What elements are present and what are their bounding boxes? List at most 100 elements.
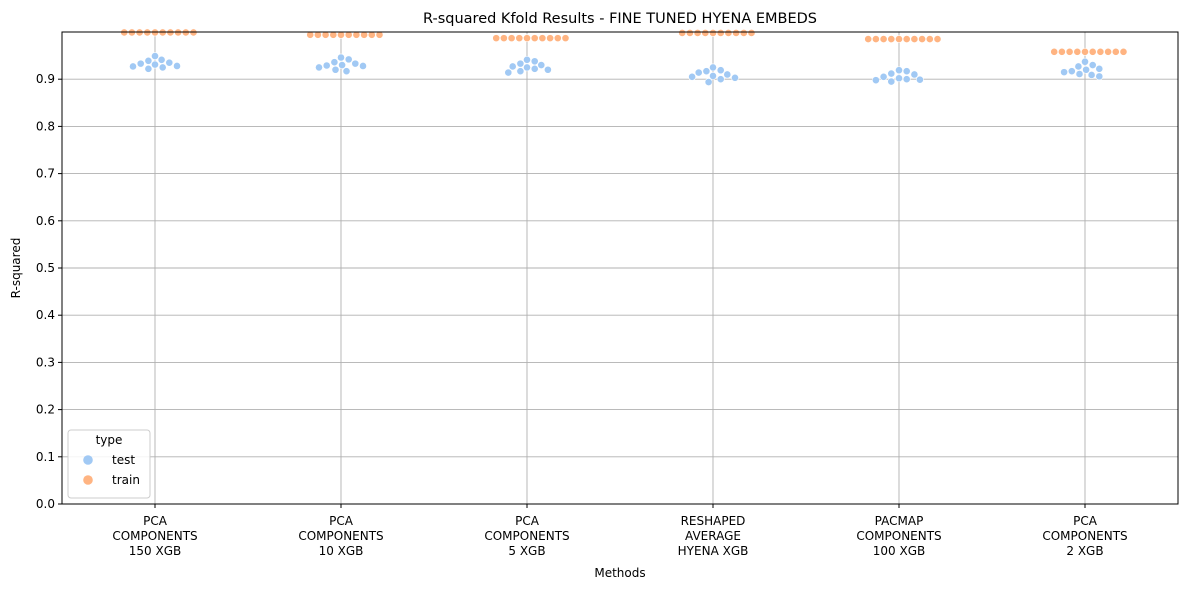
data-point-test xyxy=(330,58,339,67)
legend-entries: test train xyxy=(83,453,140,487)
data-point-train xyxy=(933,35,942,43)
x-tick-label: RESHAPED AVERAGE HYENA XGB xyxy=(678,514,749,558)
data-point-train xyxy=(887,35,896,43)
data-point-train xyxy=(1073,47,1082,56)
data-point-train xyxy=(515,34,524,43)
x-tick-label-line: COMPONENTS xyxy=(112,529,197,543)
x-tick-label-line: COMPONENTS xyxy=(484,529,569,543)
data-point-test xyxy=(165,58,174,67)
x-tick-label: PCA COMPONENTS 2 XGB xyxy=(1042,514,1127,558)
y-tick-label: 0.2 xyxy=(36,403,55,417)
data-point-test xyxy=(716,75,725,84)
data-point-train xyxy=(918,35,926,43)
data-point-test xyxy=(709,63,717,72)
data-point-test xyxy=(530,57,539,66)
data-points xyxy=(120,28,1128,86)
x-tick-label-line: PCA xyxy=(143,514,168,528)
data-point-test xyxy=(359,62,367,70)
data-point-train xyxy=(367,30,376,39)
x-tick-label-line: COMPONENTS xyxy=(1042,529,1127,543)
data-point-train xyxy=(507,34,516,43)
x-tick-label-line: COMPONENTS xyxy=(298,529,383,543)
chart-title: R-squared Kfold Results - FINE TUNED HYE… xyxy=(423,11,817,27)
x-tick-label-line: HYENA XGB xyxy=(678,544,749,558)
y-tick-label: 0.8 xyxy=(36,119,55,133)
x-tick-label-line: PACMAP xyxy=(875,514,924,528)
data-point-train xyxy=(1050,47,1059,56)
data-point-train xyxy=(530,34,539,43)
data-point-test xyxy=(544,65,552,74)
data-point-train xyxy=(1104,47,1112,56)
y-tick-label: 0.5 xyxy=(36,261,55,275)
y-tick-label: 0.4 xyxy=(36,308,55,322)
x-tick-label-line: 100 XGB xyxy=(873,544,925,558)
data-point-test xyxy=(173,62,181,70)
data-point-train xyxy=(1088,47,1097,56)
data-point-test xyxy=(338,61,346,69)
data-point-train xyxy=(313,30,322,39)
data-point-test xyxy=(151,52,159,60)
data-point-test xyxy=(895,74,903,83)
data-point-train xyxy=(732,29,740,37)
x-tick-label-line: 150 XGB xyxy=(129,544,181,558)
data-point-test xyxy=(157,55,166,64)
data-point-test xyxy=(1075,70,1084,78)
data-point-train xyxy=(895,35,903,43)
x-tick-label-line: 10 XGB xyxy=(319,544,364,558)
legend-marker-train xyxy=(83,475,93,485)
legend-label-train: train xyxy=(112,473,140,487)
data-point-test xyxy=(1082,65,1090,74)
data-point-test xyxy=(331,65,340,74)
data-point-test xyxy=(879,72,888,81)
data-point-test xyxy=(537,61,546,69)
data-point-test xyxy=(723,70,732,79)
data-point-train xyxy=(1058,47,1066,56)
x-tick-label: PCA COMPONENTS 150 XGB xyxy=(112,514,197,558)
data-point-test xyxy=(704,78,713,86)
legend-label-test: test xyxy=(112,453,135,467)
data-point-train xyxy=(1119,47,1128,56)
data-point-train xyxy=(360,30,368,39)
data-point-test xyxy=(887,77,896,86)
data-point-test xyxy=(1088,61,1097,69)
data-point-test xyxy=(129,62,137,71)
data-point-train xyxy=(739,29,748,37)
data-point-test xyxy=(902,67,911,76)
data-point-train xyxy=(321,30,330,39)
data-point-train xyxy=(910,35,919,43)
data-point-test xyxy=(1081,57,1089,66)
data-point-test xyxy=(694,68,703,77)
y-tick-label: 0.0 xyxy=(36,497,55,511)
data-point-test xyxy=(151,60,159,69)
x-tick-label-line: PCA xyxy=(515,514,540,528)
data-point-test xyxy=(144,64,153,73)
data-point-test xyxy=(910,70,919,79)
data-point-test xyxy=(709,71,717,80)
data-point-test xyxy=(337,53,345,62)
data-point-train xyxy=(553,34,562,43)
legend-marker-test xyxy=(83,455,93,465)
data-point-train xyxy=(709,29,717,37)
legend: type test train xyxy=(67,429,151,499)
data-point-test xyxy=(895,66,903,75)
data-point-test xyxy=(1060,68,1068,77)
data-point-test xyxy=(1067,67,1076,76)
data-point-train xyxy=(1096,47,1105,56)
data-point-test xyxy=(516,67,525,76)
data-point-test xyxy=(1087,71,1096,79)
data-point-train xyxy=(538,34,547,43)
data-point-train xyxy=(724,29,733,37)
grid-lines xyxy=(62,32,1178,505)
data-point-test xyxy=(351,59,360,68)
data-point-train xyxy=(329,30,338,39)
data-point-train xyxy=(872,35,880,43)
data-point-test xyxy=(344,55,353,64)
x-tick-label-line: 2 XGB xyxy=(1066,544,1103,558)
data-point-train xyxy=(492,34,501,43)
data-point-test xyxy=(872,76,880,85)
data-point-test xyxy=(731,73,739,82)
data-point-train xyxy=(561,34,570,43)
y-tick-label: 0.3 xyxy=(36,355,55,369)
